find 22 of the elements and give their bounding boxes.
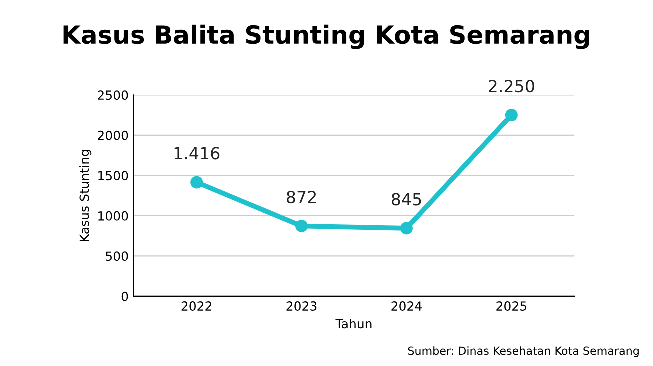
- point: [400, 222, 413, 235]
- point: [505, 109, 518, 122]
- x-tick-label: 2022: [182, 302, 212, 311]
- y-tick-label: 1500: [98, 171, 128, 181]
- data-label: 845: [392, 193, 422, 206]
- x-tick-label: 2024: [392, 302, 422, 311]
- chart-title: Kasus Balita Stunting Kota Semarang: [64, 24, 590, 50]
- y-tick-label: 500: [106, 252, 128, 262]
- y-tick-label: 2500: [98, 90, 128, 100]
- y-tick-label: 0: [122, 292, 128, 302]
- x-tick-label: 2025: [496, 302, 526, 311]
- x-axis-title: Tahun: [336, 318, 372, 329]
- point: [296, 220, 308, 232]
- y-tick-label: 1000: [98, 211, 128, 221]
- y-axis-title: Kasus Stunting: [80, 150, 92, 242]
- x-tick-label: 2023: [286, 302, 317, 311]
- data-label: 1.416: [174, 147, 220, 160]
- y-tick-label: 2000: [98, 130, 128, 140]
- data-label: 872: [287, 190, 316, 204]
- data-label: 2.250: [489, 80, 534, 93]
- text: Sumber: Dinas Kesehatan Kota Semarang: [408, 346, 639, 358]
- point: [190, 176, 204, 189]
